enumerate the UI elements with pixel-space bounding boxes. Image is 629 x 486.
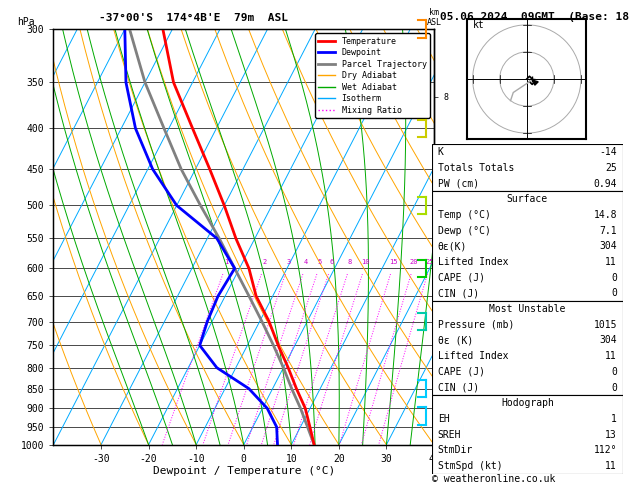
Text: -37°00'S  174°4B'E  79m  ASL: -37°00'S 174°4B'E 79m ASL bbox=[99, 13, 288, 23]
Text: 0: 0 bbox=[611, 288, 617, 298]
Text: 13: 13 bbox=[605, 430, 617, 440]
Text: Totals Totals: Totals Totals bbox=[438, 163, 515, 173]
Text: CIN (J): CIN (J) bbox=[438, 288, 479, 298]
Text: EH: EH bbox=[438, 414, 450, 424]
Text: Dewp (°C): Dewp (°C) bbox=[438, 226, 491, 236]
FancyBboxPatch shape bbox=[432, 191, 623, 301]
Text: Lifted Index: Lifted Index bbox=[438, 351, 508, 361]
X-axis label: Dewpoint / Temperature (°C): Dewpoint / Temperature (°C) bbox=[153, 467, 335, 476]
Y-axis label: Mixing Ratio (g/kg): Mixing Ratio (g/kg) bbox=[487, 181, 497, 293]
FancyBboxPatch shape bbox=[432, 301, 623, 396]
Text: Temp (°C): Temp (°C) bbox=[438, 210, 491, 220]
FancyBboxPatch shape bbox=[432, 144, 623, 191]
Text: 304: 304 bbox=[599, 242, 617, 251]
Text: 11: 11 bbox=[605, 257, 617, 267]
Text: 304: 304 bbox=[599, 335, 617, 346]
Text: K: K bbox=[438, 147, 443, 157]
Text: SREH: SREH bbox=[438, 430, 461, 440]
Text: 1LCL: 1LCL bbox=[435, 412, 455, 420]
Text: Surface: Surface bbox=[507, 194, 548, 204]
Text: StmSpd (kt): StmSpd (kt) bbox=[438, 461, 503, 471]
Text: 7.1: 7.1 bbox=[599, 226, 617, 236]
Text: 8: 8 bbox=[348, 260, 352, 265]
Text: -14: -14 bbox=[599, 147, 617, 157]
Text: CIN (J): CIN (J) bbox=[438, 382, 479, 393]
Text: Hodograph: Hodograph bbox=[501, 398, 554, 408]
Text: CAPE (J): CAPE (J) bbox=[438, 367, 485, 377]
Text: 2: 2 bbox=[262, 260, 267, 265]
Text: 20: 20 bbox=[409, 260, 418, 265]
Legend: Temperature, Dewpoint, Parcel Trajectory, Dry Adiabat, Wet Adiabat, Isotherm, Mi: Temperature, Dewpoint, Parcel Trajectory… bbox=[315, 34, 430, 118]
FancyBboxPatch shape bbox=[432, 396, 623, 474]
Text: 3: 3 bbox=[286, 260, 291, 265]
Text: Lifted Index: Lifted Index bbox=[438, 257, 508, 267]
Text: © weatheronline.co.uk: © weatheronline.co.uk bbox=[432, 474, 555, 484]
Text: θε(K): θε(K) bbox=[438, 242, 467, 251]
Text: 11: 11 bbox=[605, 351, 617, 361]
Text: 0: 0 bbox=[611, 382, 617, 393]
Text: 14.8: 14.8 bbox=[594, 210, 617, 220]
Text: km
ASL: km ASL bbox=[426, 8, 442, 27]
Text: θε (K): θε (K) bbox=[438, 335, 473, 346]
Text: 25: 25 bbox=[426, 260, 434, 265]
Text: 1015: 1015 bbox=[594, 320, 617, 330]
Text: 25: 25 bbox=[605, 163, 617, 173]
Text: 0.94: 0.94 bbox=[594, 178, 617, 189]
Text: 112°: 112° bbox=[594, 445, 617, 455]
Text: 0: 0 bbox=[611, 367, 617, 377]
Text: kt: kt bbox=[472, 19, 484, 30]
Text: 1: 1 bbox=[611, 414, 617, 424]
Text: 4: 4 bbox=[304, 260, 308, 265]
Text: Pressure (mb): Pressure (mb) bbox=[438, 320, 515, 330]
Text: hPa: hPa bbox=[18, 17, 35, 27]
Text: Most Unstable: Most Unstable bbox=[489, 304, 565, 314]
Text: 5: 5 bbox=[318, 260, 322, 265]
Text: 0: 0 bbox=[611, 273, 617, 283]
Text: CAPE (J): CAPE (J) bbox=[438, 273, 485, 283]
Text: 15: 15 bbox=[389, 260, 398, 265]
Text: PW (cm): PW (cm) bbox=[438, 178, 479, 189]
Text: 1: 1 bbox=[224, 260, 228, 265]
Text: 10: 10 bbox=[361, 260, 369, 265]
Text: 11: 11 bbox=[605, 461, 617, 471]
Text: 05.06.2024  09GMT  (Base: 18): 05.06.2024 09GMT (Base: 18) bbox=[440, 12, 629, 22]
Text: StmDir: StmDir bbox=[438, 445, 473, 455]
Text: 6: 6 bbox=[329, 260, 333, 265]
